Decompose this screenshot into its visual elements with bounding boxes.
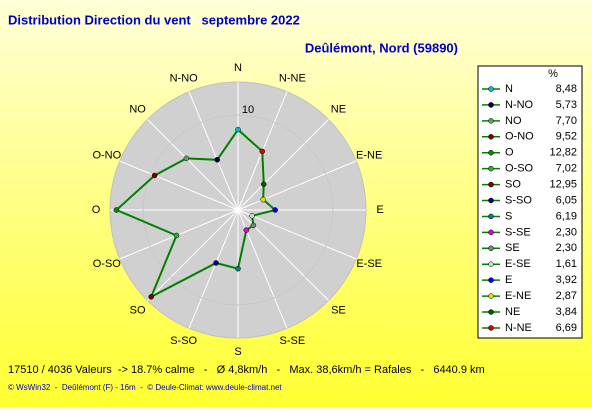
legend-label: E [505,274,512,286]
legend-value: 1,61 [556,258,577,270]
point [250,222,257,229]
legend-value: 6,69 [556,322,577,334]
legend-label: N [505,83,513,95]
legend-value: 9,52 [556,131,577,143]
legend-label: NE [505,306,520,318]
spoke [188,209,239,329]
point [113,207,120,213]
axis-label: NE [331,103,346,115]
spoke [119,160,239,211]
axis-label: SE [331,304,346,316]
legend-marker [488,197,494,204]
credits: © WsWin32 - Deûlémont (F) - 16m - © Deul… [8,383,282,392]
point [235,126,241,133]
axis-label: N-NE [279,73,306,85]
axis-label: S [234,346,241,358]
legend-value: 6,05 [556,194,577,206]
legend-value: 12,82 [549,147,577,159]
legend-label: S-SE [505,226,531,238]
legend-label: SE [505,242,520,254]
spoke [237,160,357,211]
legend-marker [488,134,494,140]
legend-value: 5,73 [556,99,577,111]
legend-marker [488,86,494,92]
legend-label: O-SO [505,163,534,175]
legend-value: 2,30 [556,242,577,254]
point [183,155,190,162]
legend-value: 7,02 [556,163,577,175]
point [151,172,158,179]
legend-label: E-SE [505,258,531,270]
legend-box [477,65,583,339]
legend-marker [488,165,494,172]
legend-value: 8,48 [556,83,577,95]
legend-marker [488,277,494,283]
point [214,157,220,163]
legend-marker [488,229,494,236]
legend-label: E-NE [505,290,531,302]
point [148,294,154,300]
footer: 17510 / 4036 Valeurs -> 18.7% calme - Ø … [8,364,485,376]
legend-label: O-NO [505,131,534,143]
axis-label: N-NO [170,73,199,85]
legend-label: S [505,210,512,222]
legend-label: N-NO [505,99,534,111]
point [249,213,255,219]
point [259,148,266,155]
legend-label: NO [505,115,522,127]
legend-value: 2,30 [556,226,577,238]
legend-label: SO [505,178,521,190]
axis-label: O-NO [92,150,121,162]
legend-value: 12,95 [549,178,577,190]
legend-marker [488,293,494,299]
axis-label: O [92,204,101,216]
chart-title: Distribution Direction du vent septembre… [8,12,300,27]
legend-marker [488,213,494,220]
spoke [237,119,329,211]
legend-label: N-NE [505,322,532,334]
axis-label: E-NE [356,150,382,162]
legend-marker [488,261,494,267]
axis-label: S-SO [170,335,197,347]
legend-value: 7,70 [556,115,577,127]
grid-ring [142,114,334,306]
point [243,227,250,233]
legend-marker [488,309,494,315]
legend-marker [488,325,494,331]
axis-label: O-SO [93,258,122,270]
legend-marker [488,149,494,156]
legend-value: 6,19 [556,210,577,222]
legend-marker [488,181,494,188]
point [260,196,266,203]
axis-label: N [234,62,242,74]
spoke [147,209,239,301]
chart-subtitle: Deûlémont, Nord (59890) [305,40,458,55]
legend-label: O [505,147,514,159]
point [235,265,241,272]
legend-marker [488,102,494,108]
legend-value: 2,87 [556,290,577,302]
axis-label: NO [129,103,146,115]
r-tick-label: 10 [242,104,254,116]
legend-marker [488,118,494,124]
point [173,232,180,239]
spoke [237,209,357,260]
axis-label: E [376,204,383,216]
legend-value: 3,84 [556,306,577,318]
legend-value: 3,92 [556,274,577,286]
point [272,207,278,213]
point [260,181,267,188]
legend-marker [488,245,494,252]
axis-label: E-SE [356,258,382,270]
spoke [188,91,239,211]
axis-label: SO [130,304,146,316]
legend-unit: % [548,68,558,80]
axis-label: S-SE [279,335,305,347]
spoke [147,119,239,211]
legend-label: S-SO [505,194,532,206]
point [213,260,219,266]
